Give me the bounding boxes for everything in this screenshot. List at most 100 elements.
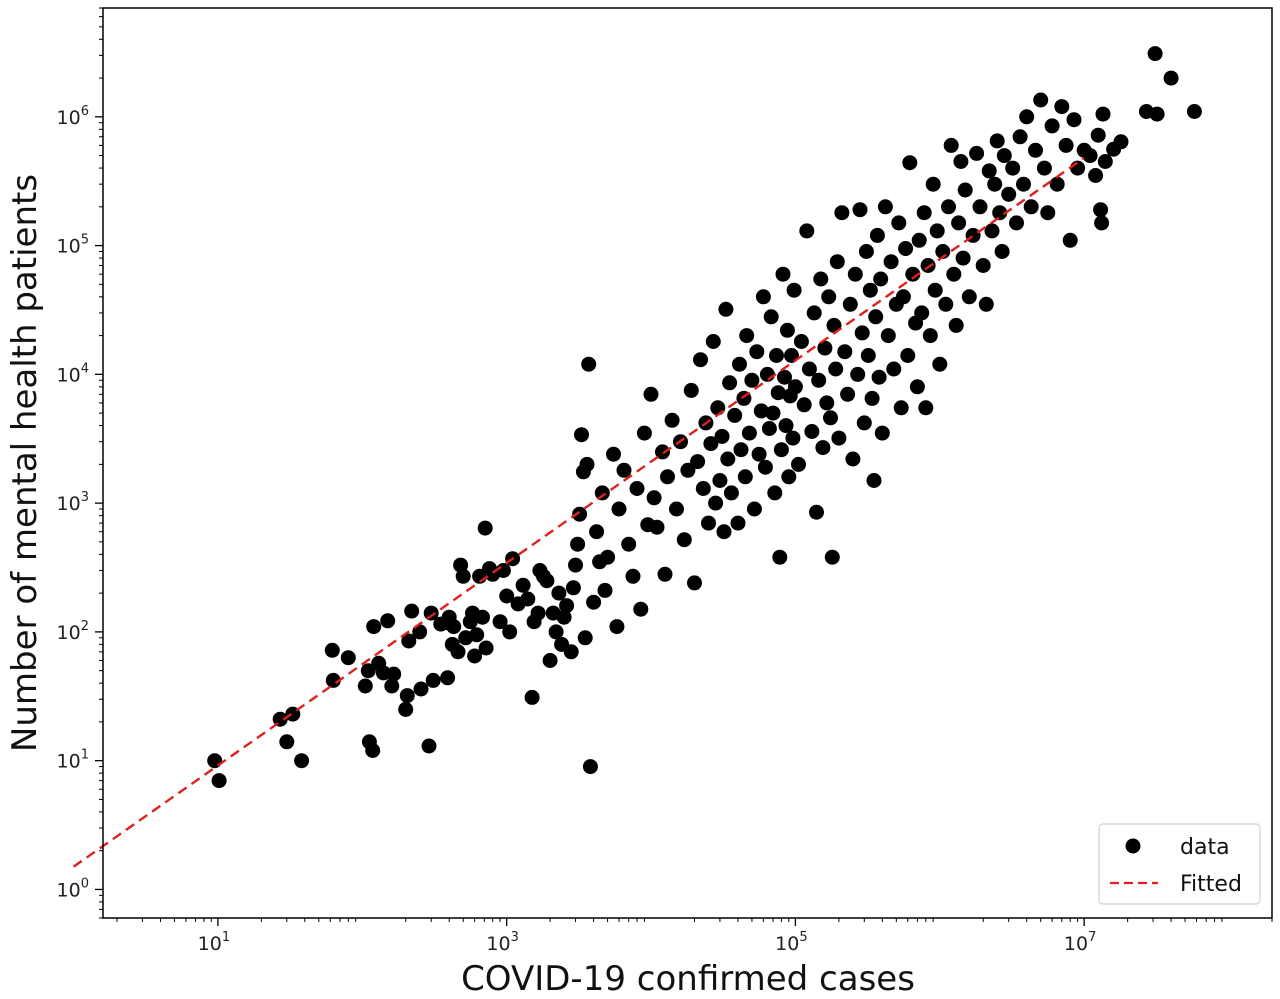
data-point-30 [440, 670, 456, 686]
data-point-24 [413, 681, 429, 697]
data-point-175 [826, 317, 842, 333]
data-point-117 [710, 400, 726, 416]
data-point-64 [548, 624, 564, 640]
data-point-167 [811, 372, 827, 388]
data-point-97 [646, 490, 662, 506]
data-point-9 [357, 678, 373, 694]
data-point-227 [946, 266, 962, 282]
data-point-252 [1023, 199, 1039, 215]
data-point-231 [955, 250, 971, 266]
data-point-195 [869, 227, 885, 243]
data-point-273 [1113, 134, 1129, 150]
data-point-171 [819, 395, 835, 411]
data-point-181 [840, 386, 856, 402]
data-point-85 [600, 549, 616, 565]
data-point-206 [895, 289, 911, 305]
data-point-216 [918, 400, 934, 416]
data-point-199 [877, 199, 893, 215]
data-point-41 [469, 627, 485, 643]
data-point-5 [294, 753, 310, 769]
data-point-36 [455, 568, 471, 584]
data-point-200 [880, 328, 896, 344]
data-points [207, 46, 1202, 789]
data-point-263 [1070, 160, 1086, 176]
data-point-135 [749, 344, 765, 360]
data-point-253 [1028, 142, 1043, 158]
data-point-16 [380, 613, 396, 629]
data-point-44 [477, 520, 493, 536]
data-point-217 [920, 258, 936, 273]
data-point-25 [421, 738, 437, 754]
data-point-80 [586, 594, 602, 610]
data-point-134 [746, 501, 762, 517]
data-point-65 [551, 585, 567, 601]
data-point-7 [325, 672, 341, 688]
data-point-125 [727, 407, 743, 423]
data-point-45 [478, 640, 494, 656]
axis-ticks: 101 103 105 107 100 101 102 103 104 105 106 [57, 7, 1273, 955]
data-point-265 [1082, 148, 1098, 164]
data-point-178 [831, 430, 847, 446]
data-point-122 [720, 451, 736, 467]
data-point-100 [657, 566, 673, 582]
data-point-148 [773, 442, 789, 458]
data-point-120 [716, 524, 732, 540]
data-point-109 [690, 454, 706, 470]
data-point-240 [984, 223, 1000, 239]
data-point-238 [978, 296, 994, 312]
data-point-146 [770, 385, 786, 401]
data-point-164 [804, 424, 820, 439]
data-point-54 [515, 577, 531, 593]
data-point-256 [1040, 205, 1056, 221]
x-tick-label-3: 107 [1064, 930, 1096, 955]
data-point-99 [655, 444, 670, 460]
data-point-204 [891, 215, 907, 231]
data-point-149 [775, 266, 791, 282]
data-point-258 [1049, 176, 1065, 192]
data-point-17 [384, 678, 400, 694]
data-point-198 [874, 425, 890, 441]
data-point-257 [1044, 118, 1060, 134]
data-point-173 [823, 410, 838, 426]
data-point-48 [492, 614, 508, 630]
data-point-51 [502, 624, 518, 640]
data-point-91 [625, 568, 641, 584]
data-point-67 [556, 609, 572, 625]
data-point-20 [399, 688, 415, 704]
data-point-33 [446, 619, 462, 635]
data-point-127 [732, 356, 747, 372]
data-point-243 [992, 205, 1008, 221]
data-point-123 [722, 375, 738, 391]
data-point-160 [793, 334, 809, 349]
data-point-193 [866, 473, 882, 488]
x-tick-label-2: 105 [775, 930, 807, 955]
data-point-139 [757, 459, 773, 475]
data-point-197 [873, 271, 889, 287]
y-tick-label-2: 102 [57, 619, 89, 644]
data-point-201 [883, 254, 899, 270]
data-point-269 [1094, 215, 1110, 231]
data-point-254 [1033, 92, 1049, 108]
data-point-271 [1097, 154, 1113, 169]
data-point-3 [279, 734, 295, 750]
data-point-136 [751, 446, 767, 462]
data-point-22 [404, 603, 420, 619]
data-point-219 [925, 176, 941, 192]
data-point-233 [961, 289, 977, 305]
data-point-229 [951, 215, 967, 231]
data-point-278 [1186, 104, 1202, 119]
data-point-159 [791, 456, 806, 472]
data-point-212 [909, 379, 925, 395]
data-point-188 [856, 415, 872, 431]
data-point-26 [423, 605, 439, 621]
data-point-40 [467, 648, 483, 664]
data-point-218 [922, 328, 938, 344]
data-point-170 [817, 340, 833, 356]
data-point-191 [862, 282, 878, 298]
data-point-81 [589, 524, 605, 540]
data-point-261 [1062, 232, 1078, 248]
data-point-68 [559, 598, 575, 614]
data-point-79 [582, 759, 598, 775]
data-point-96 [643, 386, 659, 402]
data-point-114 [703, 436, 719, 452]
